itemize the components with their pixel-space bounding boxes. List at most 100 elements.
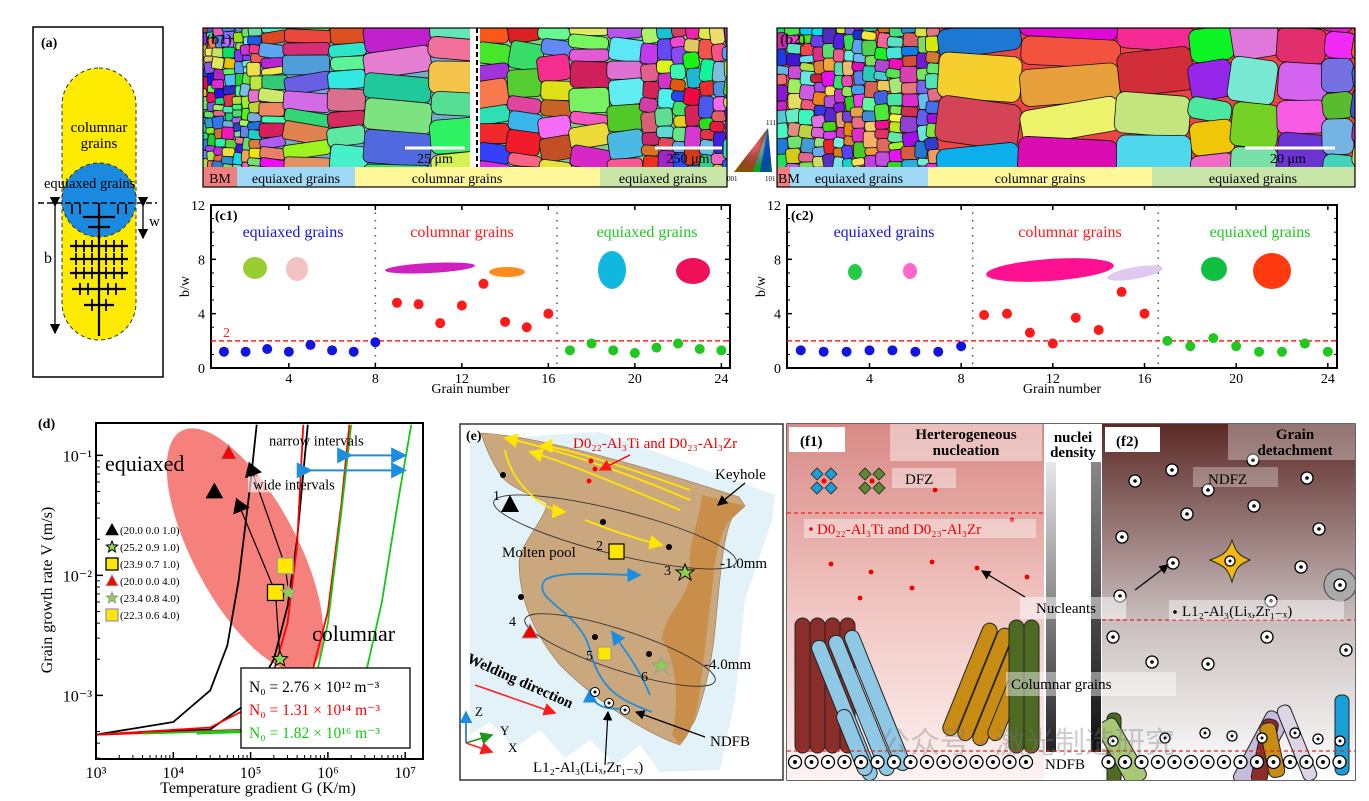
grain bbox=[822, 120, 837, 133]
l12-particle-core bbox=[925, 760, 929, 764]
data-point bbox=[413, 299, 424, 310]
scale-bar-label: 25 μm bbox=[417, 152, 453, 167]
l12-particle-core bbox=[1150, 660, 1154, 664]
panel-f-schematic: nuclei density (f1) Herterogeneous nucle… bbox=[786, 423, 1369, 781]
grain bbox=[430, 145, 470, 167]
threshold-label: 2 bbox=[223, 326, 230, 341]
y-tick-label: 12 bbox=[767, 199, 781, 214]
l12-particle-core bbox=[1120, 535, 1124, 539]
grain bbox=[258, 42, 286, 60]
legend-label: (23.9 0.7 1.0) bbox=[120, 559, 180, 571]
grain bbox=[221, 126, 235, 140]
f2-title: Grain bbox=[1276, 427, 1315, 443]
grain bbox=[852, 28, 868, 31]
l12-particle bbox=[1365, 523, 1369, 535]
region-strip: BM equiaxed grains columnar grains equia… bbox=[203, 167, 727, 187]
grain bbox=[656, 125, 675, 139]
grain-silhouette bbox=[676, 258, 710, 284]
grain bbox=[362, 163, 432, 167]
data-point bbox=[1277, 346, 1287, 357]
star-marker bbox=[105, 539, 119, 553]
grain bbox=[851, 157, 866, 167]
star-marker-3 bbox=[674, 562, 696, 582]
nucleant-dot bbox=[974, 565, 980, 571]
grain bbox=[1321, 57, 1354, 93]
grain bbox=[282, 42, 331, 56]
f2-title: detachment bbox=[1258, 443, 1333, 459]
data-point bbox=[1322, 346, 1333, 357]
l12-particle-core bbox=[826, 760, 830, 764]
grain bbox=[925, 162, 940, 167]
grain bbox=[916, 165, 931, 167]
nucleant-dot bbox=[828, 561, 834, 567]
star-marker bbox=[279, 583, 298, 601]
grain bbox=[886, 161, 904, 167]
panel-f2-label: (f2) bbox=[1116, 434, 1139, 450]
group-label: equiaxed grains bbox=[1210, 224, 1311, 241]
f1-title: Herterogeneous bbox=[915, 427, 1017, 443]
strip-equiaxed: equiaxed grains bbox=[815, 172, 903, 187]
grain bbox=[784, 162, 801, 167]
data-point bbox=[370, 337, 381, 348]
l12-particle-core bbox=[1156, 760, 1160, 764]
equiaxed-grains-label: equiaxed grains bbox=[44, 176, 136, 192]
square-marker bbox=[276, 557, 294, 575]
panel-f1-label: (f1) bbox=[800, 434, 823, 450]
grain bbox=[885, 46, 903, 60]
columnar-grain bbox=[809, 617, 826, 754]
panel-e-molten-pool: (e) D0₂₂-Al₃Ti and D0₂₃-Al₃Zr Keyhole Mo… bbox=[459, 423, 784, 781]
grain bbox=[669, 36, 686, 48]
scale-bar-label: 20 μm bbox=[1270, 152, 1306, 167]
grain bbox=[1189, 118, 1236, 157]
star-marker-6 bbox=[650, 655, 672, 675]
grain bbox=[1229, 101, 1281, 150]
grain bbox=[1351, 120, 1355, 148]
l12-particle-core bbox=[875, 760, 880, 764]
nucleant-dot bbox=[909, 585, 915, 591]
x-tick-label: 16 bbox=[1138, 372, 1152, 387]
data-point bbox=[262, 343, 273, 354]
flow-arrows-yellow bbox=[503, 433, 691, 550]
dfz-label: DFZ bbox=[905, 472, 933, 488]
panel-f1-heterogeneous-nucleation bbox=[787, 424, 1044, 780]
grain bbox=[247, 28, 263, 37]
l12-particle-core bbox=[1304, 760, 1309, 764]
grain bbox=[203, 88, 208, 98]
l12-particle-core bbox=[1111, 739, 1115, 743]
l12-particle-core bbox=[842, 760, 847, 764]
grain bbox=[1226, 55, 1279, 106]
ebsd-grains-high-mag bbox=[480, 28, 727, 167]
group-label: columnar grains bbox=[410, 224, 514, 241]
l12-particle-core bbox=[1170, 468, 1174, 472]
x-tick-label: 20 bbox=[1229, 372, 1243, 387]
grain bbox=[1321, 91, 1355, 121]
columnar-annotation: columnar bbox=[312, 621, 396, 646]
grain bbox=[258, 122, 286, 138]
legend-label: (23.4 0.8 4.0) bbox=[120, 593, 180, 605]
grain bbox=[924, 136, 939, 151]
nucleant-dot bbox=[868, 569, 874, 575]
y-axis-label: b/w bbox=[178, 275, 193, 297]
data-point bbox=[1093, 324, 1104, 335]
l12-particle-core bbox=[1344, 648, 1348, 652]
columnar-grain bbox=[828, 634, 895, 777]
legend-label: (20.0 0.0 4.0) bbox=[120, 576, 180, 588]
y-axis-label: b/w bbox=[754, 275, 769, 297]
grain-silhouette bbox=[1201, 257, 1227, 281]
grain bbox=[925, 35, 940, 53]
l12-particle-core bbox=[1321, 760, 1325, 764]
x-tick-label: 12 bbox=[1046, 372, 1060, 387]
data-point bbox=[841, 346, 852, 357]
x-tick-label: 24 bbox=[1321, 372, 1335, 387]
grain bbox=[709, 120, 725, 133]
data-point bbox=[478, 278, 489, 289]
x-tick-label: 10⁵ bbox=[240, 765, 262, 782]
grain bbox=[886, 36, 904, 48]
grain bbox=[874, 128, 890, 140]
grain bbox=[1351, 60, 1355, 91]
panel-b1-label: (b1) bbox=[206, 32, 232, 48]
grain bbox=[1188, 28, 1235, 64]
triangle-marker bbox=[105, 573, 119, 587]
grain bbox=[246, 165, 262, 167]
l12-particle-core bbox=[1139, 760, 1144, 764]
